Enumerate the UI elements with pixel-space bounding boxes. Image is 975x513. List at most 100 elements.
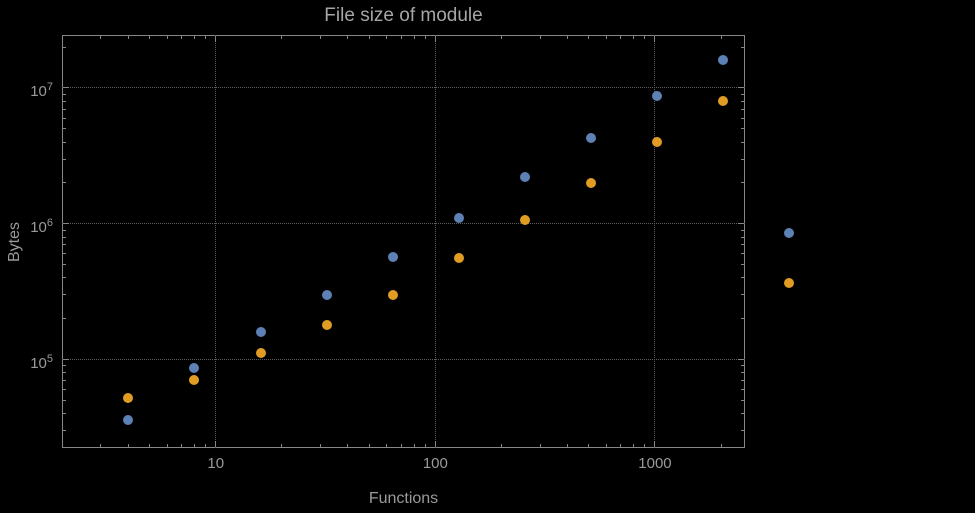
y-tick (63, 244, 66, 246)
x-tick (347, 444, 349, 447)
data-point-series2 (123, 393, 134, 404)
y-tick (63, 294, 66, 296)
y-tick (63, 236, 66, 238)
x-tick (61, 36, 63, 39)
y-tick (63, 93, 66, 95)
y-tick (63, 264, 66, 266)
data-point-series1 (586, 132, 597, 143)
x-tick (633, 36, 635, 39)
y-tick (63, 46, 66, 48)
y-tick (741, 294, 744, 296)
x-tick (281, 36, 283, 39)
x-tick (166, 36, 168, 39)
x-tick (539, 36, 541, 39)
x-tick (620, 444, 622, 447)
y-tick (741, 236, 744, 238)
x-tick (205, 444, 207, 447)
y-tick (741, 365, 744, 367)
y-tick (63, 389, 66, 391)
x-tick (720, 36, 722, 39)
x-tick (605, 36, 607, 39)
x-tick (500, 444, 502, 447)
y-tick (63, 253, 66, 255)
y-tick (741, 253, 744, 255)
data-point-series2 (718, 96, 729, 107)
x-tick (193, 444, 195, 447)
y-tick (63, 318, 66, 320)
x-tick (400, 36, 402, 39)
y-tick (63, 359, 69, 361)
y-tick (741, 372, 744, 374)
x-tick (588, 444, 590, 447)
x-gridline (654, 35, 656, 448)
y-tick-label: 106 (30, 216, 53, 236)
data-point-series1 (652, 90, 663, 101)
y-tick (741, 413, 744, 415)
y-tick (741, 141, 744, 143)
x-tick (127, 36, 129, 39)
y-tick (63, 365, 66, 367)
y-tick (741, 229, 744, 231)
y-tick (741, 400, 744, 402)
y-tick (63, 87, 69, 89)
data-point-series2 (453, 253, 464, 264)
data-point-series2 (189, 374, 200, 385)
y-tick (738, 359, 744, 361)
x-tick (281, 444, 283, 447)
x-tick (424, 444, 426, 447)
y-tick (738, 87, 744, 89)
data-point-series2 (387, 289, 398, 300)
y-tick (741, 108, 744, 110)
y-tick (63, 372, 66, 374)
x-tick (654, 441, 656, 447)
x-tick (567, 36, 569, 39)
x-gridline (434, 35, 436, 448)
x-tick (588, 36, 590, 39)
y-tick (738, 223, 744, 225)
x-axis-label: Functions (368, 490, 439, 507)
y-tick (63, 128, 66, 130)
y-tick-label: 107 (30, 80, 53, 100)
y-tick (63, 380, 66, 382)
y-tick (63, 223, 69, 225)
x-tick (386, 36, 388, 39)
x-tick (654, 36, 656, 42)
y-tick (741, 182, 744, 184)
data-point-series1 (255, 326, 266, 337)
y-tick (741, 264, 744, 266)
data-point-series2 (652, 137, 663, 148)
y-tick (63, 277, 66, 279)
data-point-series1 (387, 252, 398, 262)
data-point-series1 (123, 414, 134, 425)
data-point-series1 (453, 213, 464, 224)
x-tick (434, 36, 436, 42)
y-tick (63, 229, 66, 231)
y-tick (741, 93, 744, 95)
y-gridline (62, 223, 745, 225)
x-tick (434, 441, 436, 447)
y-tick (741, 244, 744, 246)
x-gridline (215, 35, 217, 448)
x-tick (620, 36, 622, 39)
y-tick (63, 430, 66, 432)
x-tick (181, 444, 183, 447)
x-tick (205, 36, 207, 39)
y-tick (741, 100, 744, 102)
y-gridline (62, 87, 745, 89)
y-tick (741, 46, 744, 48)
x-tick (181, 36, 183, 39)
x-tick (368, 36, 370, 39)
y-tick (741, 117, 744, 119)
x-tick (413, 36, 415, 39)
x-tick-label: 10 (207, 455, 225, 472)
x-tick (644, 444, 646, 447)
x-tick (424, 36, 426, 39)
y-tick (63, 141, 66, 143)
x-tick (539, 444, 541, 447)
x-tick (368, 444, 370, 447)
data-point-series1 (784, 228, 795, 239)
x-tick (500, 36, 502, 39)
y-tick (63, 400, 66, 402)
x-tick (320, 36, 321, 39)
